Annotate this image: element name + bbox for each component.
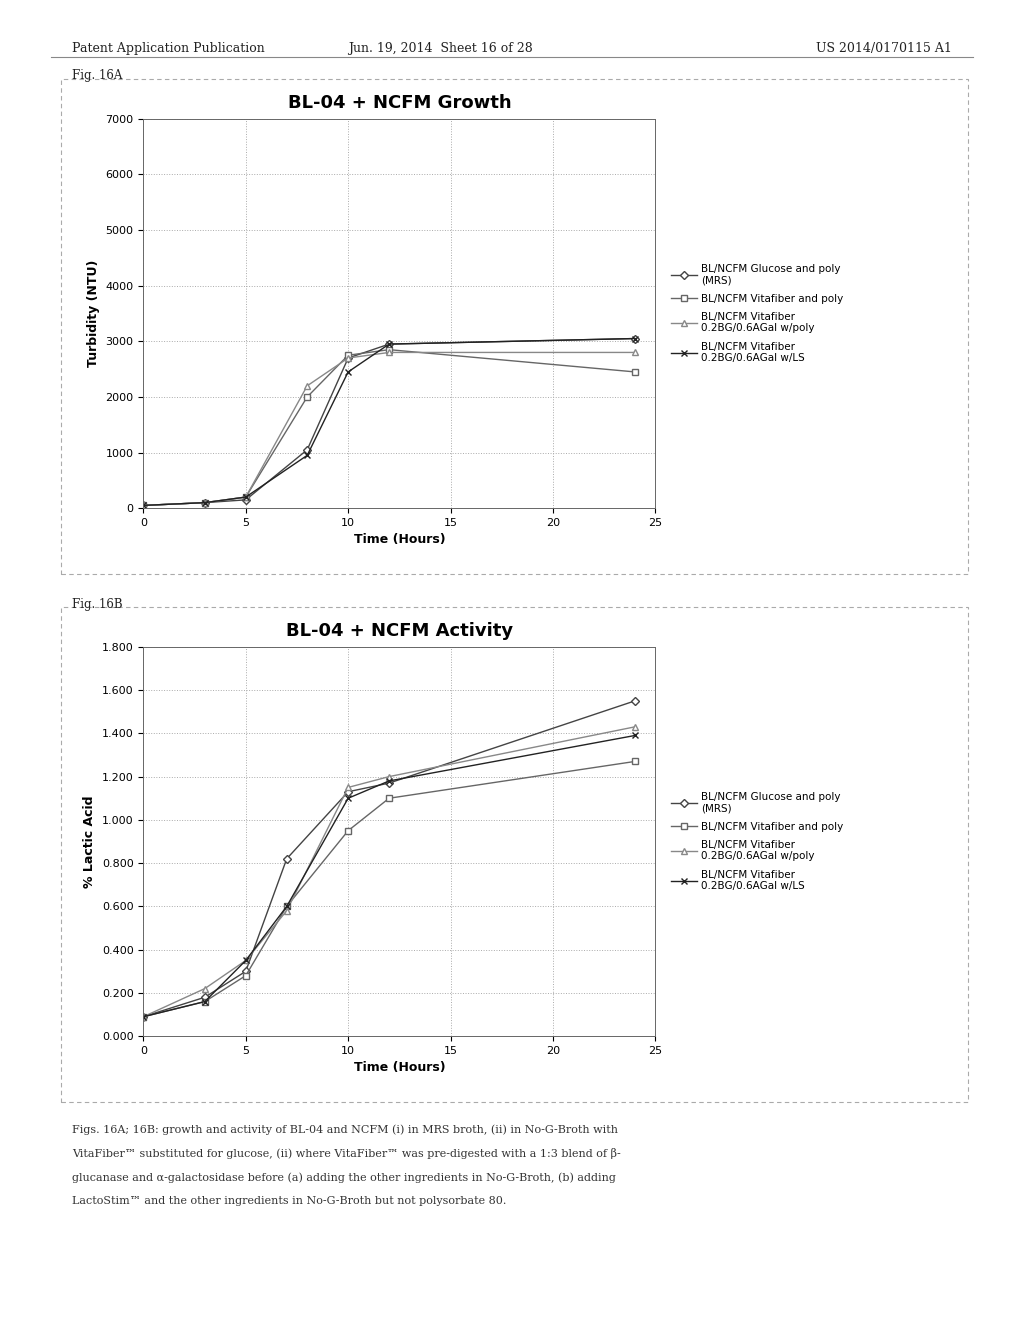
Legend: BL/NCFM Glucose and poly
(MRS), BL/NCFM Vitafiber and poly, BL/NCFM Vitafiber
0.: BL/NCFM Glucose and poly (MRS), BL/NCFM … xyxy=(671,264,844,363)
Y-axis label: % Lactic Acid: % Lactic Acid xyxy=(83,795,96,888)
Title: BL-04 + NCFM Activity: BL-04 + NCFM Activity xyxy=(286,622,513,640)
Text: LactoStim™ and the other ingredients in No-G-Broth but not polysorbate 80.: LactoStim™ and the other ingredients in … xyxy=(72,1196,506,1206)
Text: Figs. 16A; 16B: growth and activity of BL-04 and NCFM (i) in MRS broth, (ii) in : Figs. 16A; 16B: growth and activity of B… xyxy=(72,1125,617,1135)
Title: BL-04 + NCFM Growth: BL-04 + NCFM Growth xyxy=(288,94,511,112)
Text: Fig. 16A: Fig. 16A xyxy=(72,69,122,82)
Text: Jun. 19, 2014  Sheet 16 of 28: Jun. 19, 2014 Sheet 16 of 28 xyxy=(348,42,532,55)
Text: VitaFiber™ substituted for glucose, (ii) where VitaFiber™ was pre-digested with : VitaFiber™ substituted for glucose, (ii)… xyxy=(72,1148,621,1159)
Y-axis label: Turbidity (NTU): Turbidity (NTU) xyxy=(87,260,100,367)
X-axis label: Time (Hours): Time (Hours) xyxy=(353,1061,445,1074)
Text: Patent Application Publication: Patent Application Publication xyxy=(72,42,264,55)
X-axis label: Time (Hours): Time (Hours) xyxy=(353,533,445,546)
Legend: BL/NCFM Glucose and poly
(MRS), BL/NCFM Vitafiber and poly, BL/NCFM Vitafiber
0.: BL/NCFM Glucose and poly (MRS), BL/NCFM … xyxy=(671,792,844,891)
Text: Fig. 16B: Fig. 16B xyxy=(72,598,122,611)
Text: glucanase and α-galactosidase before (a) adding the other ingredients in No-G-Br: glucanase and α-galactosidase before (a)… xyxy=(72,1172,615,1183)
Text: US 2014/0170115 A1: US 2014/0170115 A1 xyxy=(816,42,952,55)
